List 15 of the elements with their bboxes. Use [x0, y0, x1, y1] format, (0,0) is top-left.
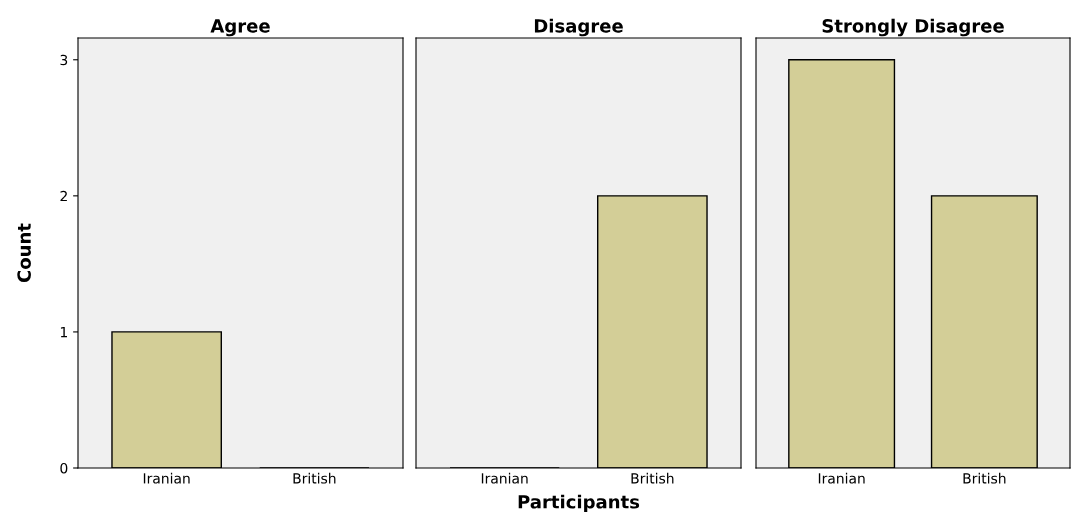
y-axis-title: Count [17, 223, 31, 283]
chart-title: Disagree [534, 18, 623, 37]
x-tick-label: Iranian [143, 472, 190, 484]
x-tick-label: British [631, 472, 674, 484]
x-tick-label: British [293, 472, 336, 484]
x-tick-label: British [963, 472, 1006, 484]
chart-title: Agree [210, 19, 270, 37]
x-tick-label: Iranian [818, 472, 865, 484]
y-tick-label: 2 [60, 190, 67, 202]
y-tick-label: 0 [60, 462, 68, 474]
y-tick-label: 3 [60, 54, 68, 66]
chart-title: Strongly Disagree [822, 18, 1004, 37]
x-axis-title: Participants [518, 494, 640, 513]
x-tick-label: Iranian [481, 472, 528, 484]
y-tick-label: 1 [60, 327, 67, 338]
